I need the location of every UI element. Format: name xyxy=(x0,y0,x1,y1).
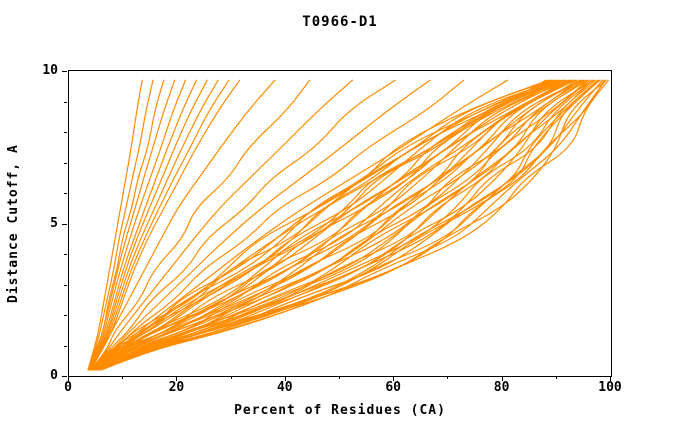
x-tick-label: 100 xyxy=(598,380,622,395)
model-curve xyxy=(89,79,219,371)
model-curve xyxy=(91,79,556,371)
model-curve xyxy=(90,79,553,371)
model-curve xyxy=(87,79,154,371)
y-minor-tick-mark xyxy=(64,345,67,347)
model-curve xyxy=(97,79,589,371)
model-curve xyxy=(96,79,583,371)
model-curve xyxy=(91,79,431,371)
model-curve xyxy=(90,79,311,371)
model-curve xyxy=(87,79,176,371)
model-curve xyxy=(89,79,208,371)
model-curve xyxy=(99,79,601,371)
x-minor-tick-mark xyxy=(122,376,124,379)
model-curve xyxy=(87,79,143,371)
x-axis-label: Percent of Residues (CA) xyxy=(234,403,446,418)
model-curve xyxy=(93,79,571,371)
y-tick-label: 5 xyxy=(50,215,58,231)
x-tick-label: 20 xyxy=(168,380,185,395)
model-curve xyxy=(91,79,465,371)
model-curve xyxy=(88,79,197,371)
model-curve xyxy=(89,79,230,371)
x-minor-tick-mark xyxy=(555,376,557,379)
model-curve xyxy=(89,79,241,371)
model-curve xyxy=(96,79,584,371)
plot-area xyxy=(68,70,612,377)
model-curve xyxy=(93,79,570,371)
y-minor-tick-mark xyxy=(64,254,67,255)
x-tick-mark xyxy=(176,376,178,381)
model-curve xyxy=(90,79,276,371)
model-curve xyxy=(100,79,609,371)
x-tick-mark xyxy=(284,376,286,381)
model-curve xyxy=(98,79,595,371)
model-curve xyxy=(90,79,550,371)
model-curve xyxy=(92,79,562,371)
y-minor-tick-mark xyxy=(64,284,67,286)
y-tick-mark xyxy=(62,71,67,72)
x-minor-tick-mark xyxy=(230,376,232,379)
x-tick-label: 0 xyxy=(64,380,72,395)
model-curve xyxy=(90,79,354,371)
model-curves-svg xyxy=(87,79,609,371)
x-tick-label: 80 xyxy=(493,380,510,395)
y-tick-mark xyxy=(62,223,67,225)
model-curve xyxy=(91,79,509,371)
model-curve xyxy=(95,79,577,371)
y-minor-tick-mark xyxy=(64,162,67,164)
x-tick-label: 40 xyxy=(276,380,293,395)
model-curve xyxy=(90,79,396,371)
y-tick-label: 10 xyxy=(42,63,58,78)
x-tick-mark xyxy=(501,376,503,381)
y-tick-label: 0 xyxy=(50,368,58,383)
x-tick-mark xyxy=(393,376,395,381)
chart-title: T0966-D1 xyxy=(302,14,378,30)
model-curve xyxy=(97,79,593,371)
model-curve xyxy=(97,79,589,371)
model-curve xyxy=(88,79,187,371)
x-tick-mark xyxy=(68,376,69,381)
x-tick-label: 60 xyxy=(385,380,402,395)
x-minor-tick-mark xyxy=(447,376,449,379)
model-curve xyxy=(92,79,565,371)
model-curve xyxy=(100,79,607,371)
model-curve xyxy=(96,79,583,371)
y-minor-tick-mark xyxy=(64,315,67,316)
x-minor-tick-mark xyxy=(339,376,340,379)
model-curve xyxy=(100,79,607,371)
model-curve xyxy=(95,79,581,371)
y-minor-tick-mark xyxy=(64,193,67,194)
model-curve xyxy=(91,79,547,371)
y-minor-tick-mark xyxy=(64,101,67,103)
x-tick-mark xyxy=(610,376,611,381)
y-minor-tick-mark xyxy=(64,132,67,133)
y-tick-mark xyxy=(62,376,67,377)
model-curve xyxy=(100,79,605,371)
y-axis-label: Distance Cutoff, A xyxy=(6,144,21,303)
